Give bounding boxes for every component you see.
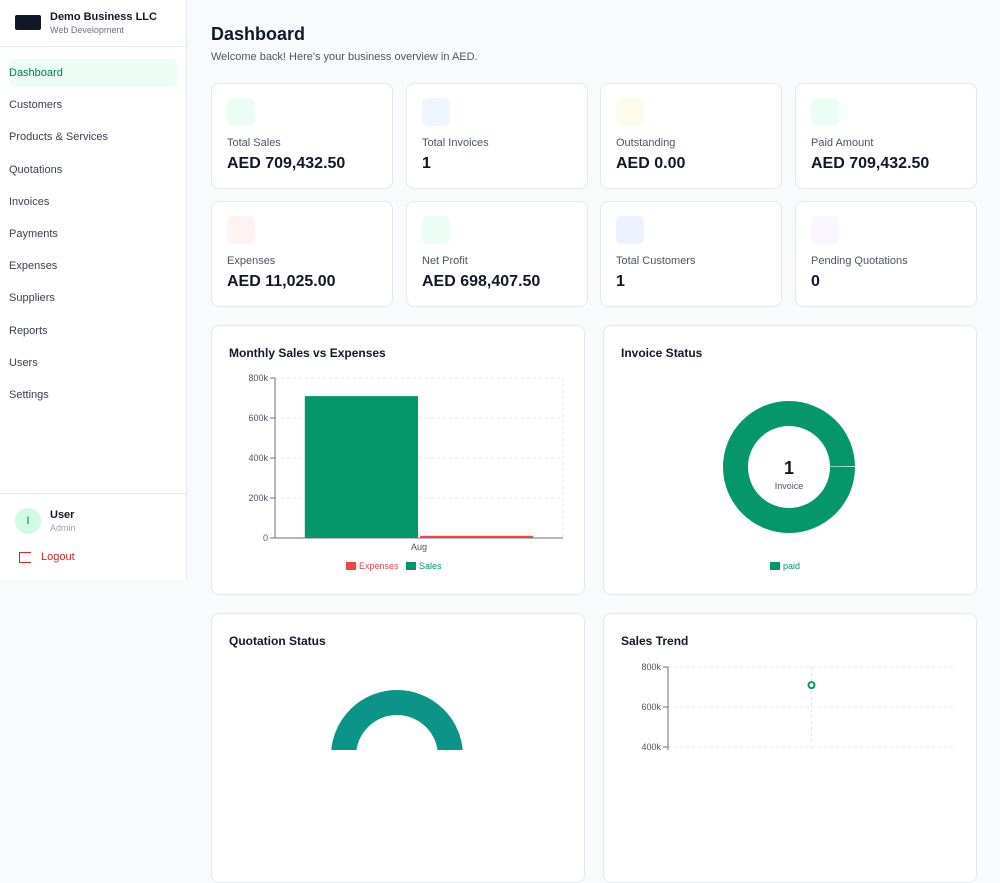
- sidebar: Demo Business LLC Web Development Dashbo…: [0, 0, 187, 580]
- stat-card: Outstanding AED 0.00: [600, 83, 782, 189]
- stat-value: AED 709,432.50: [227, 155, 346, 172]
- nav-label: Reports: [9, 324, 48, 337]
- stat-icon: [422, 98, 450, 126]
- nav-item[interactable]: Payments: [9, 220, 177, 248]
- chart-card: Invoice Status: [603, 325, 977, 595]
- stat-card: Paid Amount AED 709,432.50: [795, 83, 977, 189]
- page-subtitle: Welcome back! Here's your business overv…: [211, 51, 478, 63]
- stat-icon: [811, 216, 839, 244]
- stat-card: Net Profit AED 698,407.50: [406, 201, 588, 307]
- user-name: User: [50, 509, 75, 521]
- chart-title: Monthly Sales vs Expenses: [229, 346, 386, 360]
- nav-item[interactable]: Products & Services: [9, 123, 177, 151]
- nav-item[interactable]: Settings: [9, 381, 177, 409]
- page: Demo Business LLC Web Development Dashbo…: [0, 0, 977, 883]
- chart-card: Monthly Sales vs Expenses: [211, 325, 585, 595]
- divider: [0, 493, 186, 494]
- nav-item[interactable]: Invoices: [9, 188, 177, 216]
- stat-value: 0: [811, 273, 820, 290]
- chart-card: Sales Trend: [603, 613, 977, 883]
- nav-label: Settings: [9, 389, 49, 401]
- nav-item[interactable]: Customers: [9, 91, 177, 119]
- nav-label: Users: [9, 356, 38, 369]
- nav-item[interactable]: Dashboard: [9, 59, 177, 87]
- stat-icon: [227, 98, 255, 126]
- chart-card: Quotation Status: [211, 613, 585, 883]
- nav-label: Suppliers: [9, 292, 55, 305]
- stat-icon: [616, 98, 644, 126]
- stat-label: Paid Amount: [811, 137, 874, 149]
- stat-value: AED 11,025.00: [227, 273, 336, 290]
- nav-item[interactable]: Quotations: [9, 156, 177, 184]
- nav-label: Invoices: [9, 195, 50, 208]
- divider: [0, 46, 186, 47]
- nav-item[interactable]: Expenses: [9, 252, 177, 280]
- nav-item[interactable]: Users: [9, 349, 177, 377]
- stat-value: AED 709,432.50: [811, 155, 930, 172]
- stat-value: 1: [422, 155, 431, 172]
- nav-label: Expenses: [9, 260, 58, 273]
- chart-title: Quotation Status: [229, 634, 326, 648]
- nav-label: Dashboard: [9, 67, 63, 79]
- stat-value: AED 0.00: [616, 155, 686, 172]
- avatar: I: [15, 508, 41, 534]
- nav-label: Quotations: [9, 163, 63, 176]
- nav-label: Customers: [9, 99, 63, 112]
- stat-label: Total Customers: [616, 255, 696, 267]
- stat-label: Net Profit: [422, 255, 468, 267]
- stat-label: Outstanding: [616, 137, 676, 149]
- stat-card: Expenses AED 11,025.00: [211, 201, 393, 307]
- stat-icon: [811, 98, 839, 126]
- stat-card: Total Invoices 1: [406, 83, 588, 189]
- stat-card: Pending Quotations 0: [795, 201, 977, 307]
- stat-value: 1: [616, 273, 625, 290]
- stat-label: Total Invoices: [422, 137, 489, 149]
- nav-item[interactable]: Reports: [9, 317, 177, 345]
- page-title: Dashboard: [211, 24, 306, 44]
- stat-icon: [422, 216, 450, 244]
- logout[interactable]: Logout: [41, 551, 75, 563]
- nav-item[interactable]: Suppliers: [9, 284, 177, 312]
- brand-subtitle: Web Development: [50, 25, 124, 35]
- stat-label: Total Sales: [227, 137, 281, 149]
- stat-icon: [227, 216, 255, 244]
- chart-title: Sales Trend: [621, 634, 689, 648]
- nav-label: Products & Services: [9, 131, 109, 144]
- stat-card: Total Customers 1: [600, 201, 782, 307]
- stat-icon: [616, 216, 644, 244]
- brand-name: Demo Business LLC: [50, 11, 157, 23]
- stat-label: Pending Quotations: [811, 255, 908, 267]
- stat-label: Expenses: [227, 255, 276, 267]
- nav-label: Payments: [9, 228, 58, 240]
- user-role: Admin: [50, 523, 76, 533]
- brand-logo: [15, 15, 41, 30]
- stat-value: AED 698,407.50: [422, 273, 541, 290]
- stat-card: Total Sales AED 709,432.50: [211, 83, 393, 189]
- logout-icon: [19, 552, 31, 563]
- chart-title: Invoice Status: [621, 346, 703, 360]
